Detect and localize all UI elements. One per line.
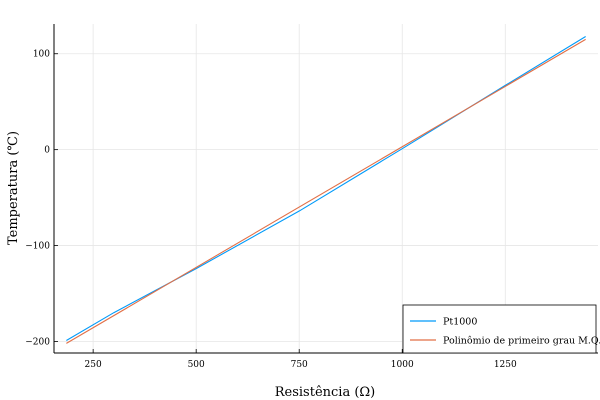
y-tick-label: −100: [25, 242, 50, 252]
legend-label-2: Polinômio de primeiro grau M.Q.: [443, 336, 600, 347]
x-tick-label: 1000: [391, 360, 414, 370]
x-tick-label: 500: [188, 360, 205, 370]
y-tick-label: 0: [44, 146, 50, 156]
series-line-2: [66, 38, 586, 344]
x-tick-label: 250: [85, 360, 102, 370]
series-line-1: [66, 36, 586, 342]
legend-box: [402, 304, 597, 354]
y-tick-label: −200: [25, 337, 50, 347]
x-tick-label: 1250: [494, 360, 517, 370]
series-lines: [66, 36, 586, 344]
legend: Pt1000 Polinômio de primeiro grau M.Q.: [402, 304, 600, 354]
y-tick-label: 100: [33, 50, 50, 60]
x-tick-label: 750: [291, 360, 308, 370]
y-axis-title: Temperatura (℃): [6, 131, 21, 245]
x-axis-title: Resistência (Ω): [275, 385, 376, 400]
legend-label-1: Pt1000: [443, 317, 477, 328]
